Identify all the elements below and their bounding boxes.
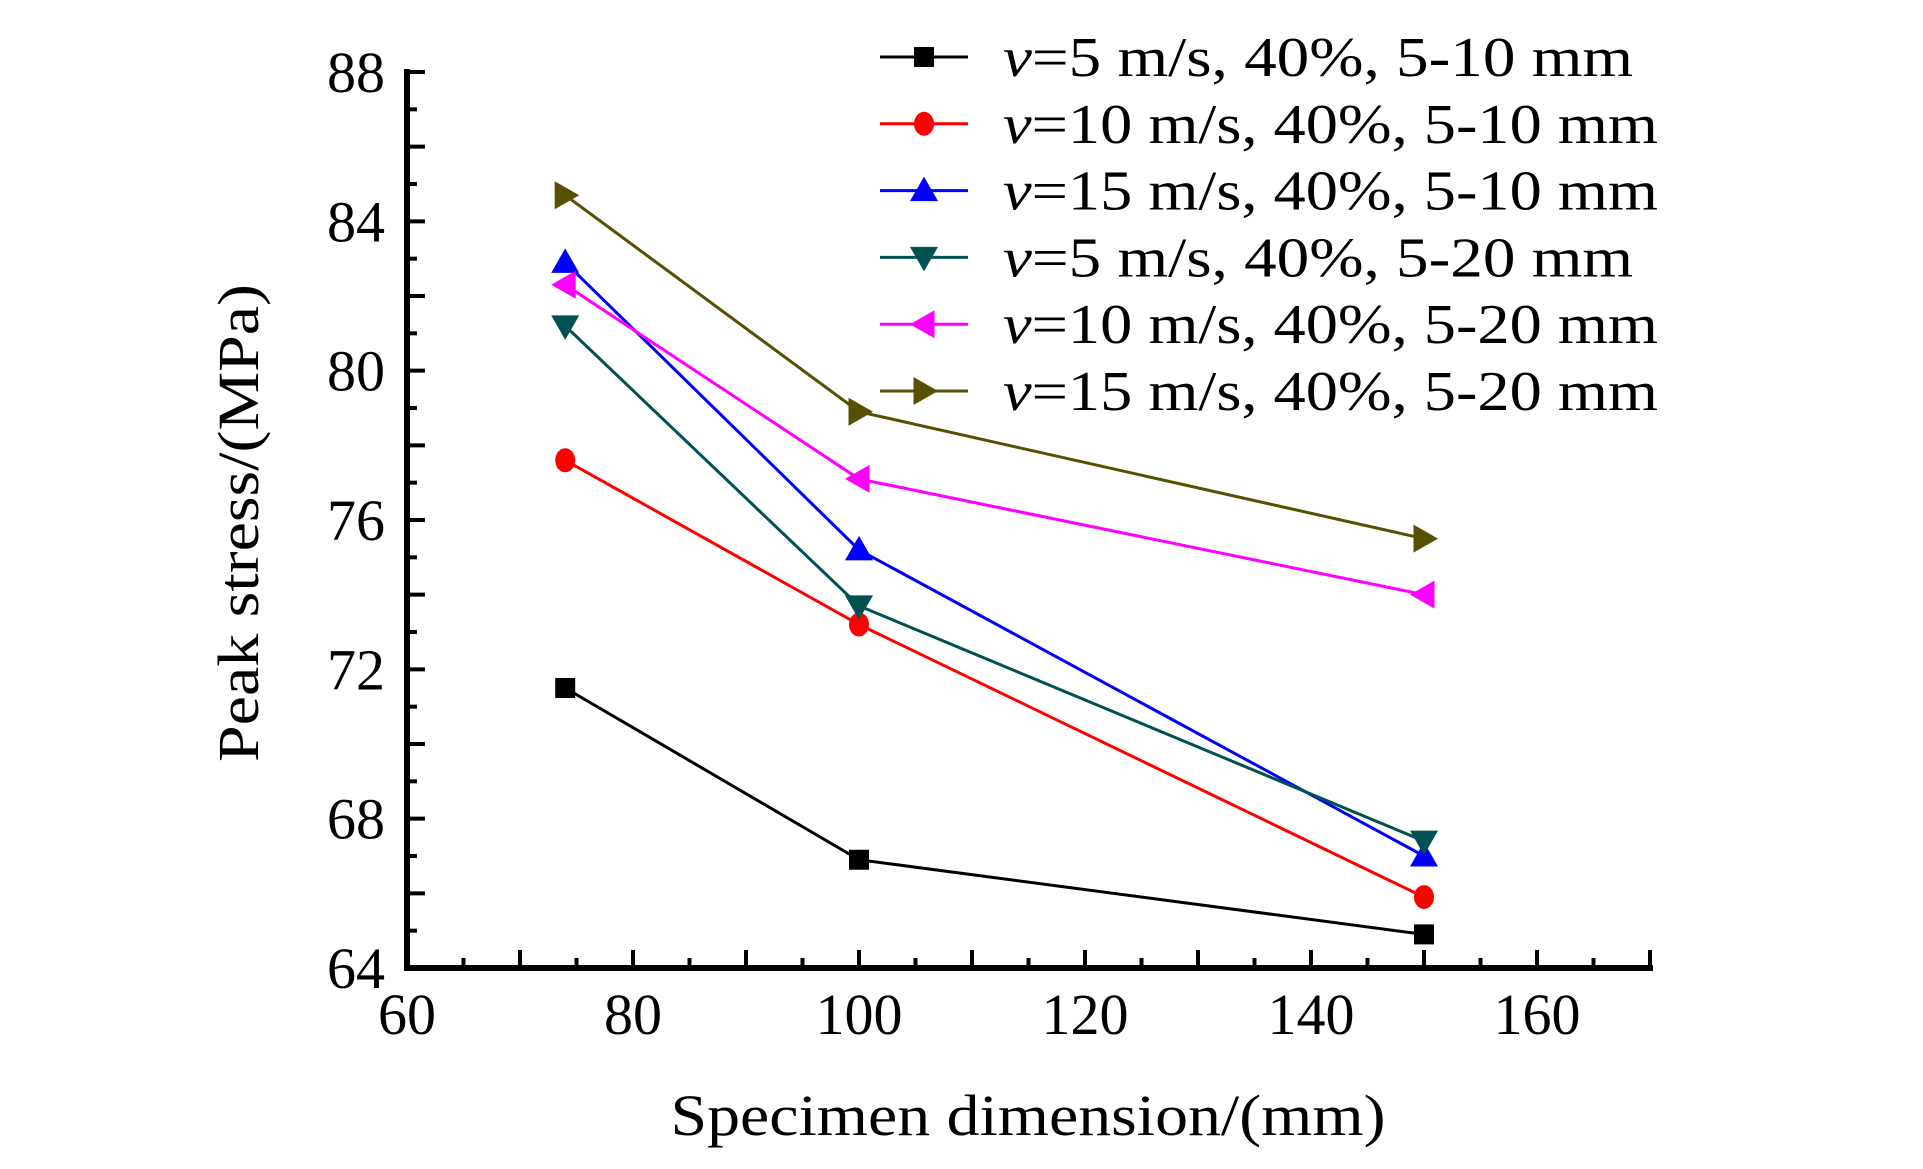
data-point-square: [849, 849, 869, 870]
legend-label: v=10 m/s, 40%, 5-10 mm: [1003, 94, 1658, 156]
data-point-triangle-left: [1410, 580, 1435, 609]
legend-item: v=15 m/s, 40%, 5-10 mm: [880, 161, 1658, 223]
x-tick-label: 160: [1494, 982, 1581, 1047]
legend-item: v=5 m/s, 40%, 5-10 mm: [880, 27, 1633, 89]
x-tick-label: 60: [378, 982, 436, 1047]
legend-marker-triangle-left: [910, 310, 935, 339]
y-ticks: 64 68 72 76 80 84 88: [327, 40, 425, 1001]
series-6: [554, 181, 1438, 553]
legend-marker-triangle-down: [910, 246, 938, 272]
y-tick-label: 88: [327, 40, 385, 105]
legend-item: v=10 m/s, 40%, 5-10 mm: [880, 94, 1658, 156]
y-tick-label: 68: [327, 787, 385, 852]
legend-item: v=15 m/s, 40%, 5-20 mm: [880, 361, 1658, 423]
x-tick-label: 100: [816, 982, 903, 1047]
data-point-triangle-left: [845, 464, 870, 493]
data-point-triangle-right: [848, 397, 873, 426]
x-tick-label: 120: [1042, 982, 1129, 1047]
data-point-triangle-down: [551, 315, 580, 340]
data-point-circle: [1414, 885, 1434, 910]
data-point-triangle-up: [845, 535, 873, 561]
data-point-triangle-up: [551, 248, 580, 273]
y-tick-label: 76: [327, 488, 385, 553]
y-tick-label: 84: [327, 189, 385, 254]
legend-marker-circle: [914, 111, 934, 136]
legend-item: v=5 m/s, 40%, 5-20 mm: [880, 227, 1633, 289]
series-2: [555, 448, 1434, 910]
series-line: [564, 686, 1425, 936]
legend-label: v=15 m/s, 40%, 5-20 mm: [1003, 361, 1658, 423]
x-axis-title: Specimen dimension/(mm): [671, 1083, 1386, 1148]
axes: 64 68 72 76 80 84 88 60 80 100 120 140 160: [327, 40, 1653, 1047]
data-point-circle: [555, 448, 576, 473]
legend-marker-square: [914, 47, 934, 67]
data-point-triangle-left: [551, 270, 576, 299]
data-point-square: [1414, 924, 1434, 945]
series-layer: [551, 181, 1438, 945]
legend-label: v=10 m/s, 40%, 5-20 mm: [1003, 294, 1658, 356]
x-ticks: 60 80 100 120 140 160: [378, 950, 1652, 1047]
legend-label: v=5 m/s, 40%, 5-10 mm: [1003, 27, 1633, 89]
data-point-square: [555, 678, 576, 698]
series-4: [551, 315, 1438, 856]
legend-marker-triangle-right: [913, 377, 938, 405]
legend-label: v=15 m/s, 40%, 5-10 mm: [1003, 161, 1658, 223]
y-tick-label: 64: [327, 936, 385, 1001]
legend-marker-triangle-up: [910, 176, 938, 202]
data-point-triangle-down: [845, 595, 873, 620]
series-1: [555, 678, 1434, 945]
x-tick-label: 80: [604, 982, 662, 1047]
data-point-circle: [849, 612, 869, 637]
legend-label: v=5 m/s, 40%, 5-20 mm: [1003, 227, 1633, 289]
series-5: [551, 270, 1435, 609]
data-point-triangle-down: [1410, 830, 1438, 856]
y-tick-label: 80: [327, 339, 385, 404]
y-tick-label: 72: [327, 637, 385, 702]
data-point-triangle-right: [554, 181, 580, 210]
x-tick-label: 140: [1268, 982, 1355, 1047]
y-axis-title: Peak stress/(MPa): [206, 284, 271, 762]
data-point-triangle-right: [1413, 524, 1438, 553]
legend-item: v=10 m/s, 40%, 5-20 mm: [880, 294, 1658, 356]
series-line: [564, 458, 1425, 899]
legend: v=5 m/s, 40%, 5-10 mmv=10 m/s, 40%, 5-10…: [880, 27, 1658, 423]
